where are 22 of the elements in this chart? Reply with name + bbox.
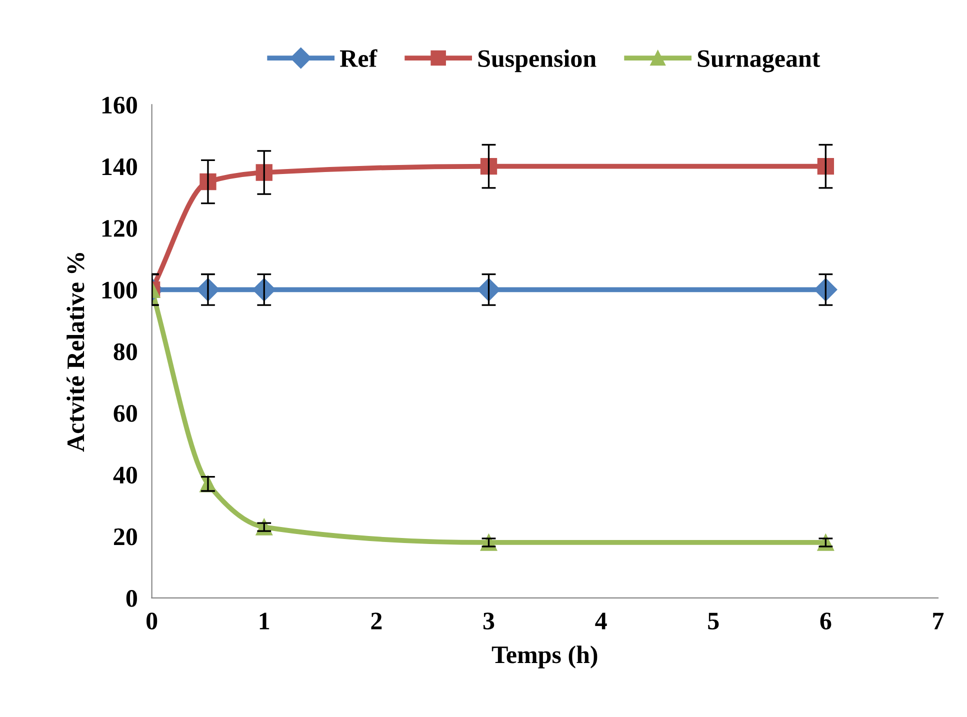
legend-label: Ref — [340, 49, 378, 68]
x-tick-label: 1 — [260, 612, 270, 630]
y-tick-label: 80 — [114, 343, 137, 360]
x-tick-label: 6 — [820, 612, 832, 630]
x-tick-label: 4 — [595, 612, 607, 630]
x-tick-label: 5 — [708, 612, 719, 630]
y-tick-label: 0 — [126, 590, 137, 607]
y-tick-label: 60 — [114, 405, 137, 422]
y-tick-label: 140 — [102, 158, 137, 176]
x-axis-title: Temps (h) — [492, 646, 598, 668]
legend-label: Surnageant — [698, 50, 820, 72]
x-tick-label: 7 — [933, 612, 944, 630]
y-tick-label: 100 — [102, 282, 137, 299]
y-axis-title: Actvité Relative % — [66, 253, 84, 452]
y-tick-label: 120 — [102, 220, 137, 237]
x-tick-label: 0 — [146, 612, 158, 630]
legend-label: Suspension — [478, 49, 596, 72]
y-tick-label: 20 — [114, 528, 137, 546]
y-tick-label: 160 — [102, 96, 137, 114]
x-tick-label: 3 — [483, 612, 494, 630]
y-tick-label: 40 — [113, 466, 137, 484]
x-tick-label: 2 — [371, 612, 382, 630]
